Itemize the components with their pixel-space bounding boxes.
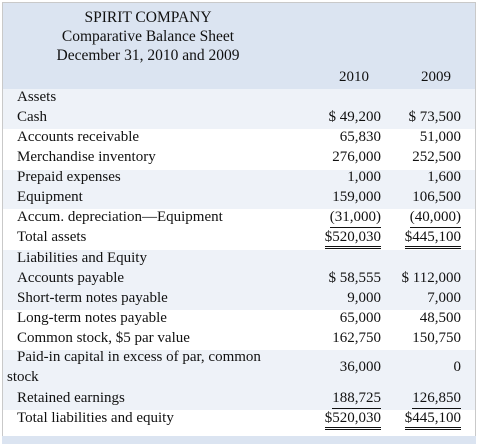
row-band (3, 89, 475, 129)
row-label: Total liabilities and equity (17, 410, 174, 426)
value-2009: $445,100 (404, 410, 461, 430)
row-label: Total assets (17, 229, 87, 245)
table-row: Equipment 159,000 106,500 (3, 189, 475, 209)
value-2009: 150,750 (412, 330, 461, 346)
row-band (3, 209, 475, 250)
row-label: Equipment (17, 189, 83, 205)
table-row: Long-term notes payable 65,000 48,500 (3, 310, 475, 330)
value-2010: 36,000 (339, 359, 381, 375)
row-band (3, 129, 475, 170)
row-band (3, 250, 475, 310)
value-2009: $ 112,000 (401, 270, 461, 286)
year-2010-header: 2010 (339, 69, 369, 85)
row-label: Common stock, $5 par value (17, 330, 190, 346)
row-label: Assets (17, 89, 57, 105)
total-row: Total assets $520,030 $445,100 (3, 229, 475, 249)
statement-title: Comparative Balance Sheet (61, 28, 235, 45)
value-2010: $520,030 (324, 229, 381, 249)
value-2010: 188,725 (332, 390, 381, 409)
row-label: Short-term notes payable (17, 290, 168, 306)
value-2010: 276,000 (332, 149, 381, 165)
row-label: Long-term notes payable (17, 310, 167, 326)
footer-bar (2, 436, 476, 444)
value-2009: 48,500 (419, 310, 461, 326)
row-label: Cash (17, 109, 47, 125)
company-name: SPIRIT COMPANY (84, 9, 212, 26)
value-2009: 1,600 (427, 169, 461, 185)
row-label: Retained earnings (17, 390, 125, 406)
row-label: Paid-in capital in excess of par, common (17, 349, 261, 365)
section-heading-assets: Assets (3, 89, 475, 109)
table-row: Common stock, $5 par value 162,750 150,7… (3, 330, 475, 350)
value-2009: $445,100 (404, 229, 461, 249)
row-band (3, 410, 475, 441)
row-label-continued: stock (7, 369, 39, 385)
value-2009: 126,850 (412, 390, 461, 409)
value-2009: 0 (453, 359, 462, 375)
row-band (3, 170, 475, 209)
row-band (3, 310, 475, 350)
value-2010: 9,000 (347, 290, 381, 306)
table-row: Merchandise inventory 276,000 252,500 (3, 149, 475, 169)
table-row: Short-term notes payable 9,000 7,000 (3, 290, 475, 310)
row-label: Merchandise inventory (17, 149, 156, 165)
table-row: Accounts receivable 65,830 51,000 (3, 129, 475, 149)
row-label: Liabilities and Equity (17, 250, 147, 266)
value-2010: 1,000 (347, 169, 381, 185)
table-row: Cash $ 49,200 $ 73,500 (3, 109, 475, 129)
value-2009: $ 73,500 (408, 109, 462, 125)
value-2010: $ 49,200 (328, 109, 382, 125)
value-2009: (40,000) (409, 209, 461, 228)
table-row: Prepaid expenses 1,000 1,600 (3, 169, 475, 189)
row-band (3, 350, 475, 410)
value-2010: $520,030 (324, 410, 381, 430)
value-2010: (31,000) (329, 209, 381, 228)
value-2010: 65,830 (339, 129, 381, 145)
total-row: Total liabilities and equity $520,030 $4… (3, 410, 475, 430)
row-label: Prepaid expenses (17, 169, 121, 185)
table-row: Accounts payable $ 58,555 $ 112,000 (3, 270, 475, 290)
balance-sheet: SPIRIT COMPANY Comparative Balance Sheet… (2, 2, 476, 441)
table-row: Retained earnings 188,725 126,850 (3, 390, 475, 410)
section-heading-liabilities: Liabilities and Equity (3, 250, 475, 270)
value-2010: 162,750 (332, 330, 381, 346)
value-2010: $ 58,555 (328, 270, 382, 286)
value-2009: 252,500 (412, 149, 461, 165)
value-2009: 7,000 (427, 290, 461, 306)
year-2009-header: 2009 (421, 69, 451, 85)
row-label: Accum. depreciation—Equipment (17, 209, 223, 225)
header-band (3, 3, 475, 89)
value-2009: 106,500 (412, 189, 461, 205)
value-2010: 159,000 (332, 189, 381, 205)
table-row: Accum. depreciation—Equipment (31,000) (… (3, 209, 475, 229)
row-label: Accounts receivable (17, 129, 140, 145)
value-2009: 51,000 (419, 129, 461, 145)
value-2010: 65,000 (339, 310, 381, 326)
statement-date: December 31, 2010 and 2009 (56, 47, 240, 64)
row-label: Accounts payable (17, 270, 125, 286)
table-row: Paid-in capital in excess of par, common… (3, 349, 475, 389)
